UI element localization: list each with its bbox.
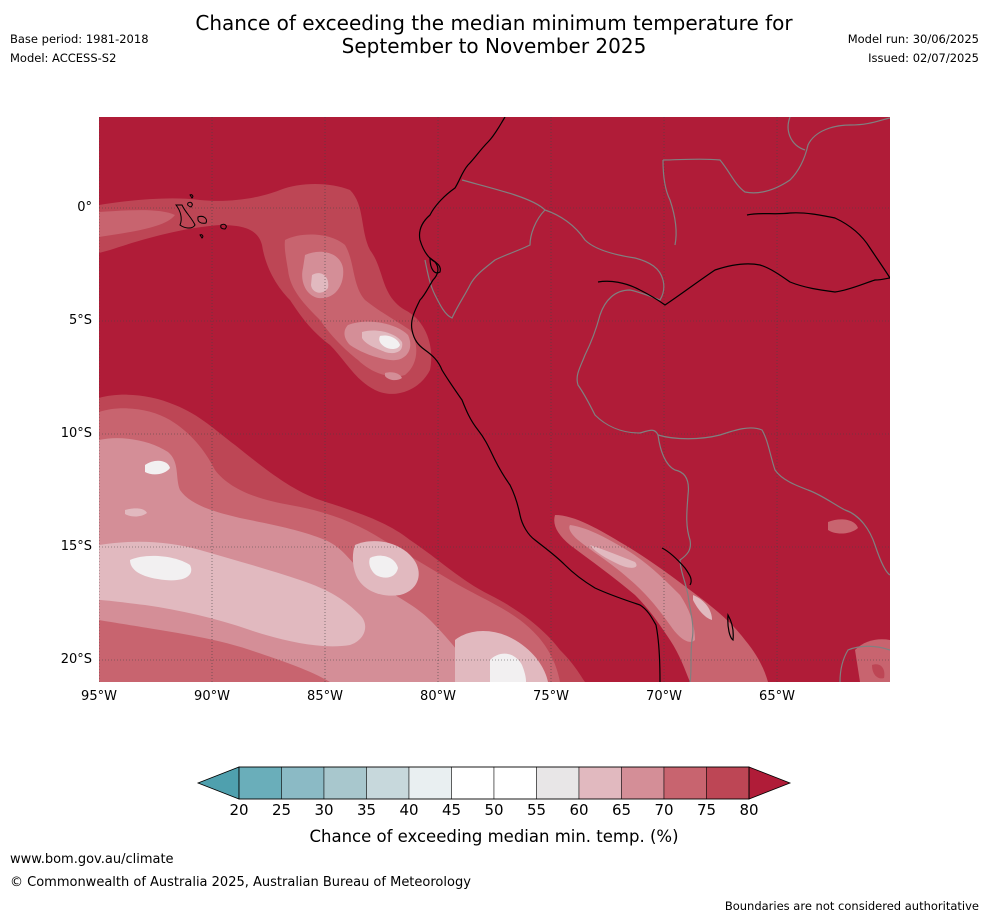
lat-label-15s: 15°S <box>60 539 92 554</box>
title-line-2: September to November 2025 <box>341 34 647 58</box>
lake-poopo <box>727 613 734 642</box>
field-55 <box>145 460 170 475</box>
colorbar-swatch <box>578 766 622 800</box>
colorbar-extend-low <box>196 766 240 800</box>
lat-label-5s: 5°S <box>68 313 92 328</box>
title-line-1: Chance of exceeding the median minimum t… <box>195 11 793 35</box>
isla-isabela <box>174 204 196 229</box>
lon-label-95w: 95°W <box>81 689 117 704</box>
footer-boundary-note: Boundaries are not considered authoritat… <box>724 899 979 913</box>
colorbar-tick-label: 60 <box>569 801 589 819</box>
colorbar-label: Chance of exceeding median min. temp. (%… <box>309 827 679 846</box>
field-55 <box>490 653 526 682</box>
meta-right: Model run: 30/06/2025 Issued: 02/07/2025 <box>848 32 979 70</box>
isla-pinta <box>189 194 194 199</box>
colorbar-swatch <box>408 766 452 800</box>
colorbar <box>196 766 792 800</box>
field-65 <box>385 372 402 381</box>
colorbar-frame <box>238 766 750 800</box>
colorbar-swatch <box>536 766 580 800</box>
colorbar-tick-label: 55 <box>526 801 547 819</box>
lon-label-70w: 70°W <box>646 689 682 704</box>
paraguay-border <box>839 645 890 682</box>
lake-titicaca <box>661 547 692 586</box>
lon-label-75w: 75°W <box>533 689 569 704</box>
isla-san-cristobal <box>220 223 227 230</box>
field-70 <box>828 519 858 534</box>
lat-label-20s: 20°S <box>60 652 92 667</box>
field-55 <box>369 555 398 578</box>
lon-label-65w: 65°W <box>759 689 795 704</box>
issued-date: Issued: 02/07/2025 <box>868 51 979 65</box>
coastlines <box>410 117 890 682</box>
lon-label-85w: 85°W <box>307 689 343 704</box>
colorbar-tick-label: 35 <box>356 801 377 819</box>
colorbar-swatch <box>621 766 665 800</box>
colorbar-tick-label: 20 <box>229 801 249 819</box>
lon-label-80w: 80°W <box>420 689 456 704</box>
brazil-bolivia-border <box>657 427 890 576</box>
field-65 <box>99 438 480 682</box>
amazon-river-north <box>746 212 890 279</box>
colorbar-swatch <box>238 766 282 800</box>
field-60 <box>125 508 147 517</box>
colorbar-swatch <box>663 766 707 800</box>
galapagos-islands <box>174 194 227 239</box>
colorbar-tick-label: 30 <box>314 801 334 819</box>
colorbar-extend-high <box>748 766 792 800</box>
colorbar-tick-label: 50 <box>484 801 504 819</box>
meta-left: Base period: 1981-2018 Model: ACCESS-S2 <box>10 32 149 70</box>
colorbar-tick-label: 40 <box>399 801 419 819</box>
ecuador-border <box>424 209 546 319</box>
isla-floreana <box>199 234 204 239</box>
gulf-of-guayaquil <box>429 256 441 274</box>
colorbar-swatch <box>451 766 495 800</box>
lon-label-90w: 90°W <box>194 689 230 704</box>
colorbar-tick-label: 80 <box>739 801 759 819</box>
field-75 <box>872 664 885 679</box>
model-name: Model: ACCESS-S2 <box>10 51 117 65</box>
lat-label-0: 0° <box>77 200 92 215</box>
field-70 <box>99 210 175 237</box>
footer-url: www.bom.gov.au/climate <box>10 852 174 867</box>
peru-border <box>461 179 694 682</box>
base-period: Base period: 1981-2018 <box>10 32 149 46</box>
colorbar-swatches <box>238 766 750 800</box>
field-60 <box>590 545 637 568</box>
colorbar-tick-label: 45 <box>441 801 462 819</box>
isla-santa-cruz <box>197 215 207 224</box>
colombia-brazil-border <box>662 159 677 246</box>
colorbar-tick-label: 65 <box>611 801 632 819</box>
lat-label-10s: 10°S <box>60 426 92 441</box>
map-title: Chance of exceeding the median minimum t… <box>0 12 988 58</box>
pacific-coastline <box>410 117 661 682</box>
field-55 <box>130 555 192 581</box>
country-borders <box>424 117 890 682</box>
amazon-river-main <box>597 263 890 306</box>
field-60 <box>311 273 329 293</box>
footer-copyright: © Commonwealth of Australia 2025, Austra… <box>10 875 471 890</box>
colorbar-swatch <box>281 766 325 800</box>
colorbar-swatch <box>366 766 410 800</box>
map-field <box>99 117 890 682</box>
colorbar-swatch <box>323 766 367 800</box>
colorbar-swatch <box>493 766 537 800</box>
field-55 <box>379 335 400 350</box>
colorbar-swatch <box>706 766 750 800</box>
isla-santiago <box>187 201 193 208</box>
colorbar-tick-label: 70 <box>654 801 674 819</box>
colombia-border <box>662 117 890 194</box>
venezuela-border <box>787 117 806 151</box>
graticule <box>99 117 890 682</box>
field-60 <box>693 595 712 620</box>
colorbar-tick-label: 25 <box>271 801 292 819</box>
model-run: Model run: 30/06/2025 <box>847 32 979 46</box>
colorbar-tick-label: 75 <box>696 801 717 819</box>
